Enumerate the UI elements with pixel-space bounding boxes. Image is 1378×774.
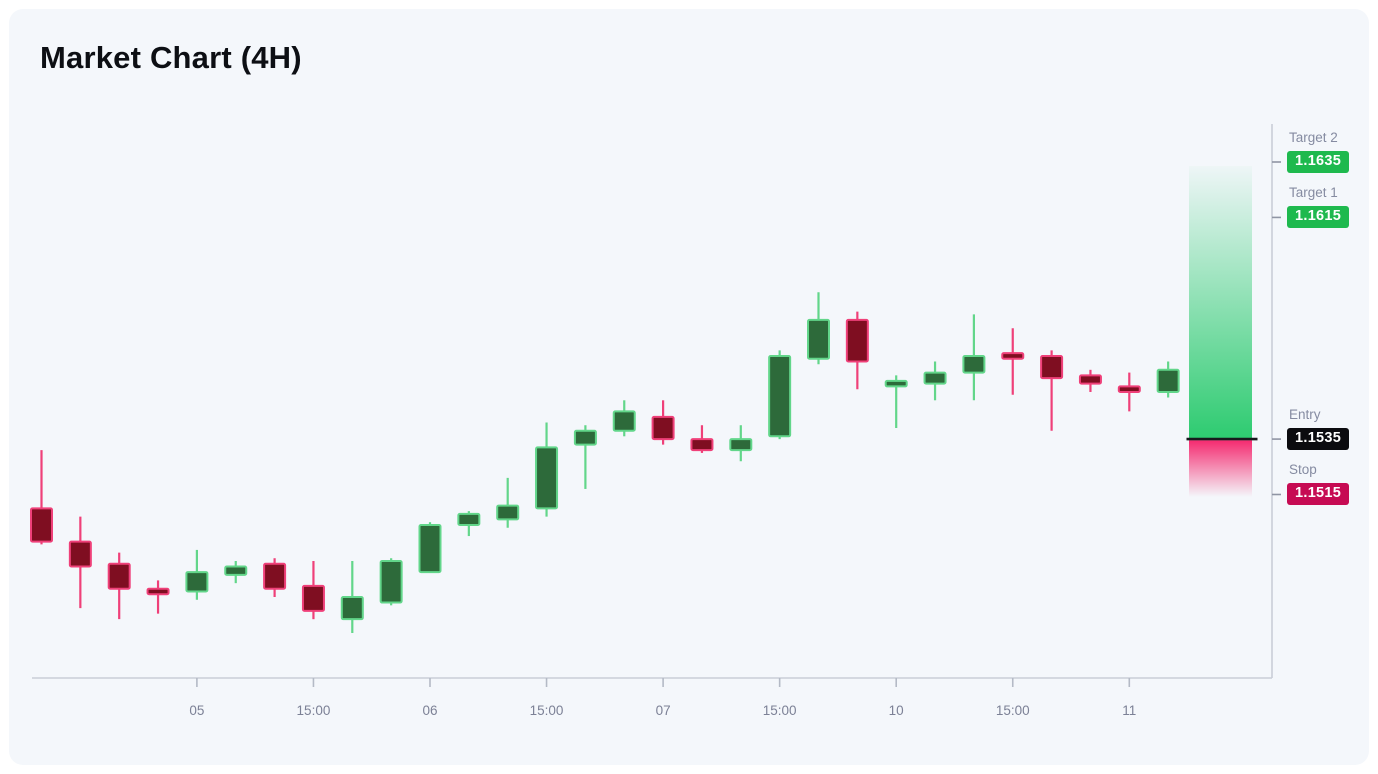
candle-5 — [185, 549, 209, 600]
candle-30 — [1156, 361, 1180, 398]
candle-body — [573, 429, 597, 446]
candle-body — [496, 504, 520, 521]
candle-14 — [535, 422, 559, 517]
level-target-1: Target 1 1.1615 — [1287, 185, 1350, 229]
candle-21 — [807, 292, 830, 365]
candle-26 — [1001, 328, 1025, 395]
candle-body — [224, 565, 248, 576]
candle-4 — [146, 580, 170, 614]
candle-23 — [884, 375, 908, 428]
market-chart-card: Market Chart (4H) — [9, 9, 1369, 765]
candle-body — [30, 507, 53, 543]
candle-body — [68, 540, 92, 568]
level-entry-price-badge: 1.1535 — [1287, 428, 1350, 451]
candle-body — [845, 318, 869, 363]
level-entry: Entry 1.1535 — [1287, 407, 1350, 451]
candle-27 — [1040, 350, 1064, 431]
x-tick-label: 15:00 — [297, 703, 331, 718]
candle-body — [1117, 385, 1141, 393]
x-tick-label: 15:00 — [530, 703, 564, 718]
candle-20 — [768, 350, 792, 440]
candle-body — [263, 562, 287, 590]
candle-body — [884, 379, 908, 388]
candle-25 — [962, 314, 986, 401]
candle-22 — [845, 311, 869, 390]
x-tick-label: 15:00 — [763, 703, 797, 718]
x-tick-label: 07 — [656, 703, 671, 718]
candle-body — [729, 438, 753, 452]
candle-9 — [340, 560, 364, 634]
candle-body — [535, 446, 559, 510]
candle-body — [690, 438, 714, 452]
candle-6 — [224, 560, 248, 584]
page-title: Market Chart (4H) — [40, 40, 302, 75]
level-stop-price-badge: 1.1515 — [1287, 483, 1350, 506]
candle-13 — [496, 477, 520, 528]
candle-7 — [263, 558, 287, 598]
candle-body — [612, 410, 636, 432]
level-target-1-label: Target 1 — [1289, 185, 1338, 201]
candle-body — [340, 596, 364, 621]
candle-2 — [68, 516, 92, 609]
candle-body — [301, 584, 325, 612]
candle-body — [107, 562, 131, 590]
candle-3 — [107, 552, 131, 620]
level-stop: Stop 1.1515 — [1287, 462, 1350, 506]
x-tick-label: 11 — [1122, 703, 1136, 718]
x-tick-label: 05 — [189, 703, 204, 718]
level-target-2: Target 2 1.1635 — [1287, 130, 1350, 173]
candle-body — [962, 354, 986, 374]
level-target-2-price-badge: 1.1635 — [1287, 151, 1350, 173]
x-tick-label: 15:00 — [996, 703, 1030, 718]
candle-12 — [457, 511, 481, 537]
candle-11 — [418, 522, 442, 574]
candle-body — [1078, 374, 1102, 385]
candle-body — [768, 354, 792, 438]
candle-body — [923, 371, 947, 385]
candle-29 — [1117, 372, 1141, 412]
candle-24 — [923, 361, 947, 401]
candle-15 — [573, 425, 597, 489]
loss-zone — [1189, 440, 1252, 497]
candle-10 — [379, 558, 403, 606]
level-entry-label: Entry — [1289, 407, 1321, 423]
candle-body — [457, 512, 481, 526]
candle-19 — [729, 425, 753, 462]
candle-body — [651, 415, 675, 441]
x-tick-label: 10 — [889, 703, 904, 718]
candle-body — [1040, 354, 1064, 380]
level-stop-label: Stop — [1289, 462, 1317, 478]
candle-8 — [301, 560, 325, 620]
candle-18 — [690, 425, 714, 453]
level-target-1-price-badge: 1.1615 — [1287, 206, 1350, 229]
profit-zone — [1189, 166, 1252, 440]
x-tick-label: 06 — [422, 703, 437, 718]
candle-17 — [651, 400, 675, 445]
candle-28 — [1078, 369, 1102, 392]
candle-body — [1001, 352, 1025, 360]
candle-body — [418, 523, 442, 574]
candle-body — [185, 571, 209, 593]
candle-1 — [30, 450, 53, 545]
candle-16 — [612, 400, 636, 437]
level-target-2-label: Target 2 — [1289, 130, 1338, 145]
candle-body — [807, 318, 830, 360]
candle-body — [379, 559, 403, 604]
candle-body — [1156, 368, 1180, 393]
candle-body — [146, 587, 170, 596]
